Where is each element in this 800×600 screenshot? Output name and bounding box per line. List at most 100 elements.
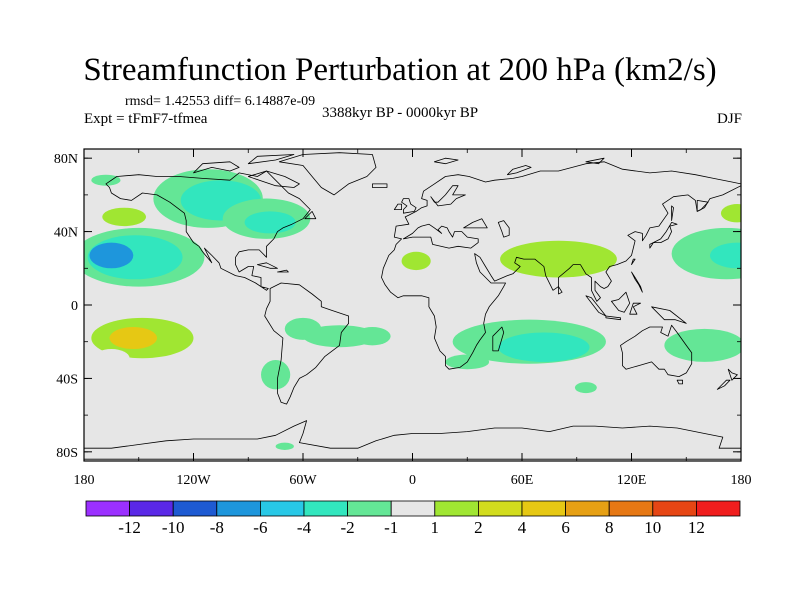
coastline-nz-north (727, 368, 738, 381)
coastline-iceland (372, 183, 388, 188)
anomaly-region (401, 251, 431, 271)
coastline-novaya-zemlya (507, 165, 532, 176)
coastline-south-america (264, 282, 349, 405)
coastline-ellesmere (247, 154, 295, 165)
coastline-caspian (497, 220, 510, 238)
coastline-svalbard (434, 157, 459, 165)
colorbar-label: -1 (384, 518, 399, 537)
anomaly-region (664, 328, 741, 362)
anomaly-region (91, 174, 121, 186)
period-label: 3388kyr BP - 0000kyr BP (322, 105, 479, 121)
coastline-antarctica (84, 420, 741, 460)
lon-tick-label: 180 (731, 473, 752, 488)
colorbar-label: 2 (474, 518, 483, 537)
anomaly-contours (84, 161, 741, 452)
colorbar-label: 12 (687, 518, 705, 537)
anomaly-region (109, 327, 157, 350)
coastline-australia (620, 324, 693, 377)
colorbar-label: -12 (118, 518, 141, 537)
anomaly-region (315, 350, 364, 406)
anomaly-region (178, 295, 282, 333)
coastline-afro-eurasia (381, 161, 741, 370)
anomaly-region (102, 207, 147, 227)
coastline-greenland (278, 152, 377, 196)
colorbar-swatch (565, 500, 610, 517)
anomaly-region (574, 382, 597, 394)
anomaly-region (709, 242, 741, 269)
colorbar-label: 8 (604, 518, 614, 537)
page-title: Streamfunction Perturbation at 200 hPa (… (83, 52, 717, 88)
experiment-label: Expt = tFmF7-tfmea (84, 111, 208, 127)
coastline-taiwan (631, 258, 636, 265)
lon-tick-label: 0 (409, 473, 416, 488)
lat-tick-label: 40N (54, 226, 78, 241)
colorbar-label: 4 (517, 518, 527, 537)
colorbar (85, 500, 741, 517)
coastline-nz-south (716, 379, 731, 390)
colorbar-swatch (172, 500, 218, 517)
colorbar-label: -2 (340, 518, 355, 537)
coastline-tasmania (676, 379, 683, 385)
anomaly-region (498, 332, 590, 362)
coastline-arctic-islands (193, 161, 240, 174)
coastline-cuba (257, 262, 278, 269)
lon-tick-label: 60W (289, 473, 317, 488)
colorbar-swatch (434, 500, 479, 517)
coastline-great-britain (401, 198, 417, 214)
anomaly-region (94, 398, 154, 425)
anomaly-region (720, 204, 741, 223)
coastline-severnaya (585, 157, 605, 165)
coastline-borneo (611, 291, 631, 313)
coastline-north-america (105, 170, 311, 291)
colorbar-swatch (477, 500, 523, 517)
colorbar-label: -8 (209, 518, 224, 537)
lat-tick-label: 80S (56, 446, 78, 461)
lon-tick-label: 180 (74, 473, 95, 488)
coastline-mediterranean (403, 223, 479, 249)
colorbar-swatch (259, 500, 305, 517)
coastline-ireland (393, 203, 402, 210)
colorbar-label: -6 (253, 518, 268, 537)
anomaly-region (89, 242, 134, 269)
anomaly-region (408, 161, 544, 199)
axis-ticks: 80N 40N 0 40S 80S 180 120W 60W 0 60E 120E 180 (54, 149, 752, 488)
colorbar-label: -4 (296, 518, 312, 537)
coastline-sulawesi (629, 302, 641, 315)
anomaly-region (160, 444, 190, 452)
coastline-madagascar (492, 326, 505, 352)
coastline-new-guinea (651, 306, 687, 324)
anomaly-region (244, 211, 296, 234)
lon-tick-label: 120E (617, 473, 647, 488)
lat-tick-label: 0 (71, 299, 78, 314)
colorbar-label: 10 (644, 518, 662, 537)
colorbar-swatch (303, 500, 348, 517)
colorbar-label: 1 (430, 518, 440, 537)
coastline-scandinavia-baltic (430, 185, 466, 207)
coastline-sri-lanka (558, 286, 563, 295)
coastline-black-caspian (463, 218, 488, 229)
colorbar-swatch (608, 500, 654, 517)
anomaly-region (697, 378, 741, 408)
lat-tick-label: 40S (56, 372, 78, 387)
anomaly-region (500, 240, 617, 278)
colorbar-swatch (696, 500, 741, 517)
colorbar-swatch (521, 500, 566, 517)
coastline-sakhalin (671, 205, 674, 221)
colorbar-swatch (652, 500, 697, 517)
colorbar-label: -10 (161, 518, 185, 537)
coastlines (84, 152, 741, 460)
colorbar-swatch (390, 500, 436, 517)
lon-tick-label: 60E (511, 473, 534, 488)
anomaly-region (261, 360, 291, 390)
coastline-philippines (631, 271, 643, 293)
colorbar-swatch (85, 500, 130, 517)
colorbar-swatch (347, 500, 392, 517)
anomaly-region (355, 233, 444, 289)
anomaly-region (275, 442, 294, 450)
coastline-baffin (247, 170, 300, 188)
stats-text: rmsd= 1.42553 diff= 6.14887e-09 (125, 94, 316, 109)
colorbar-label: 6 (561, 518, 570, 537)
coastline-newfoundland (304, 211, 317, 220)
colorbar-swatch (129, 500, 174, 517)
